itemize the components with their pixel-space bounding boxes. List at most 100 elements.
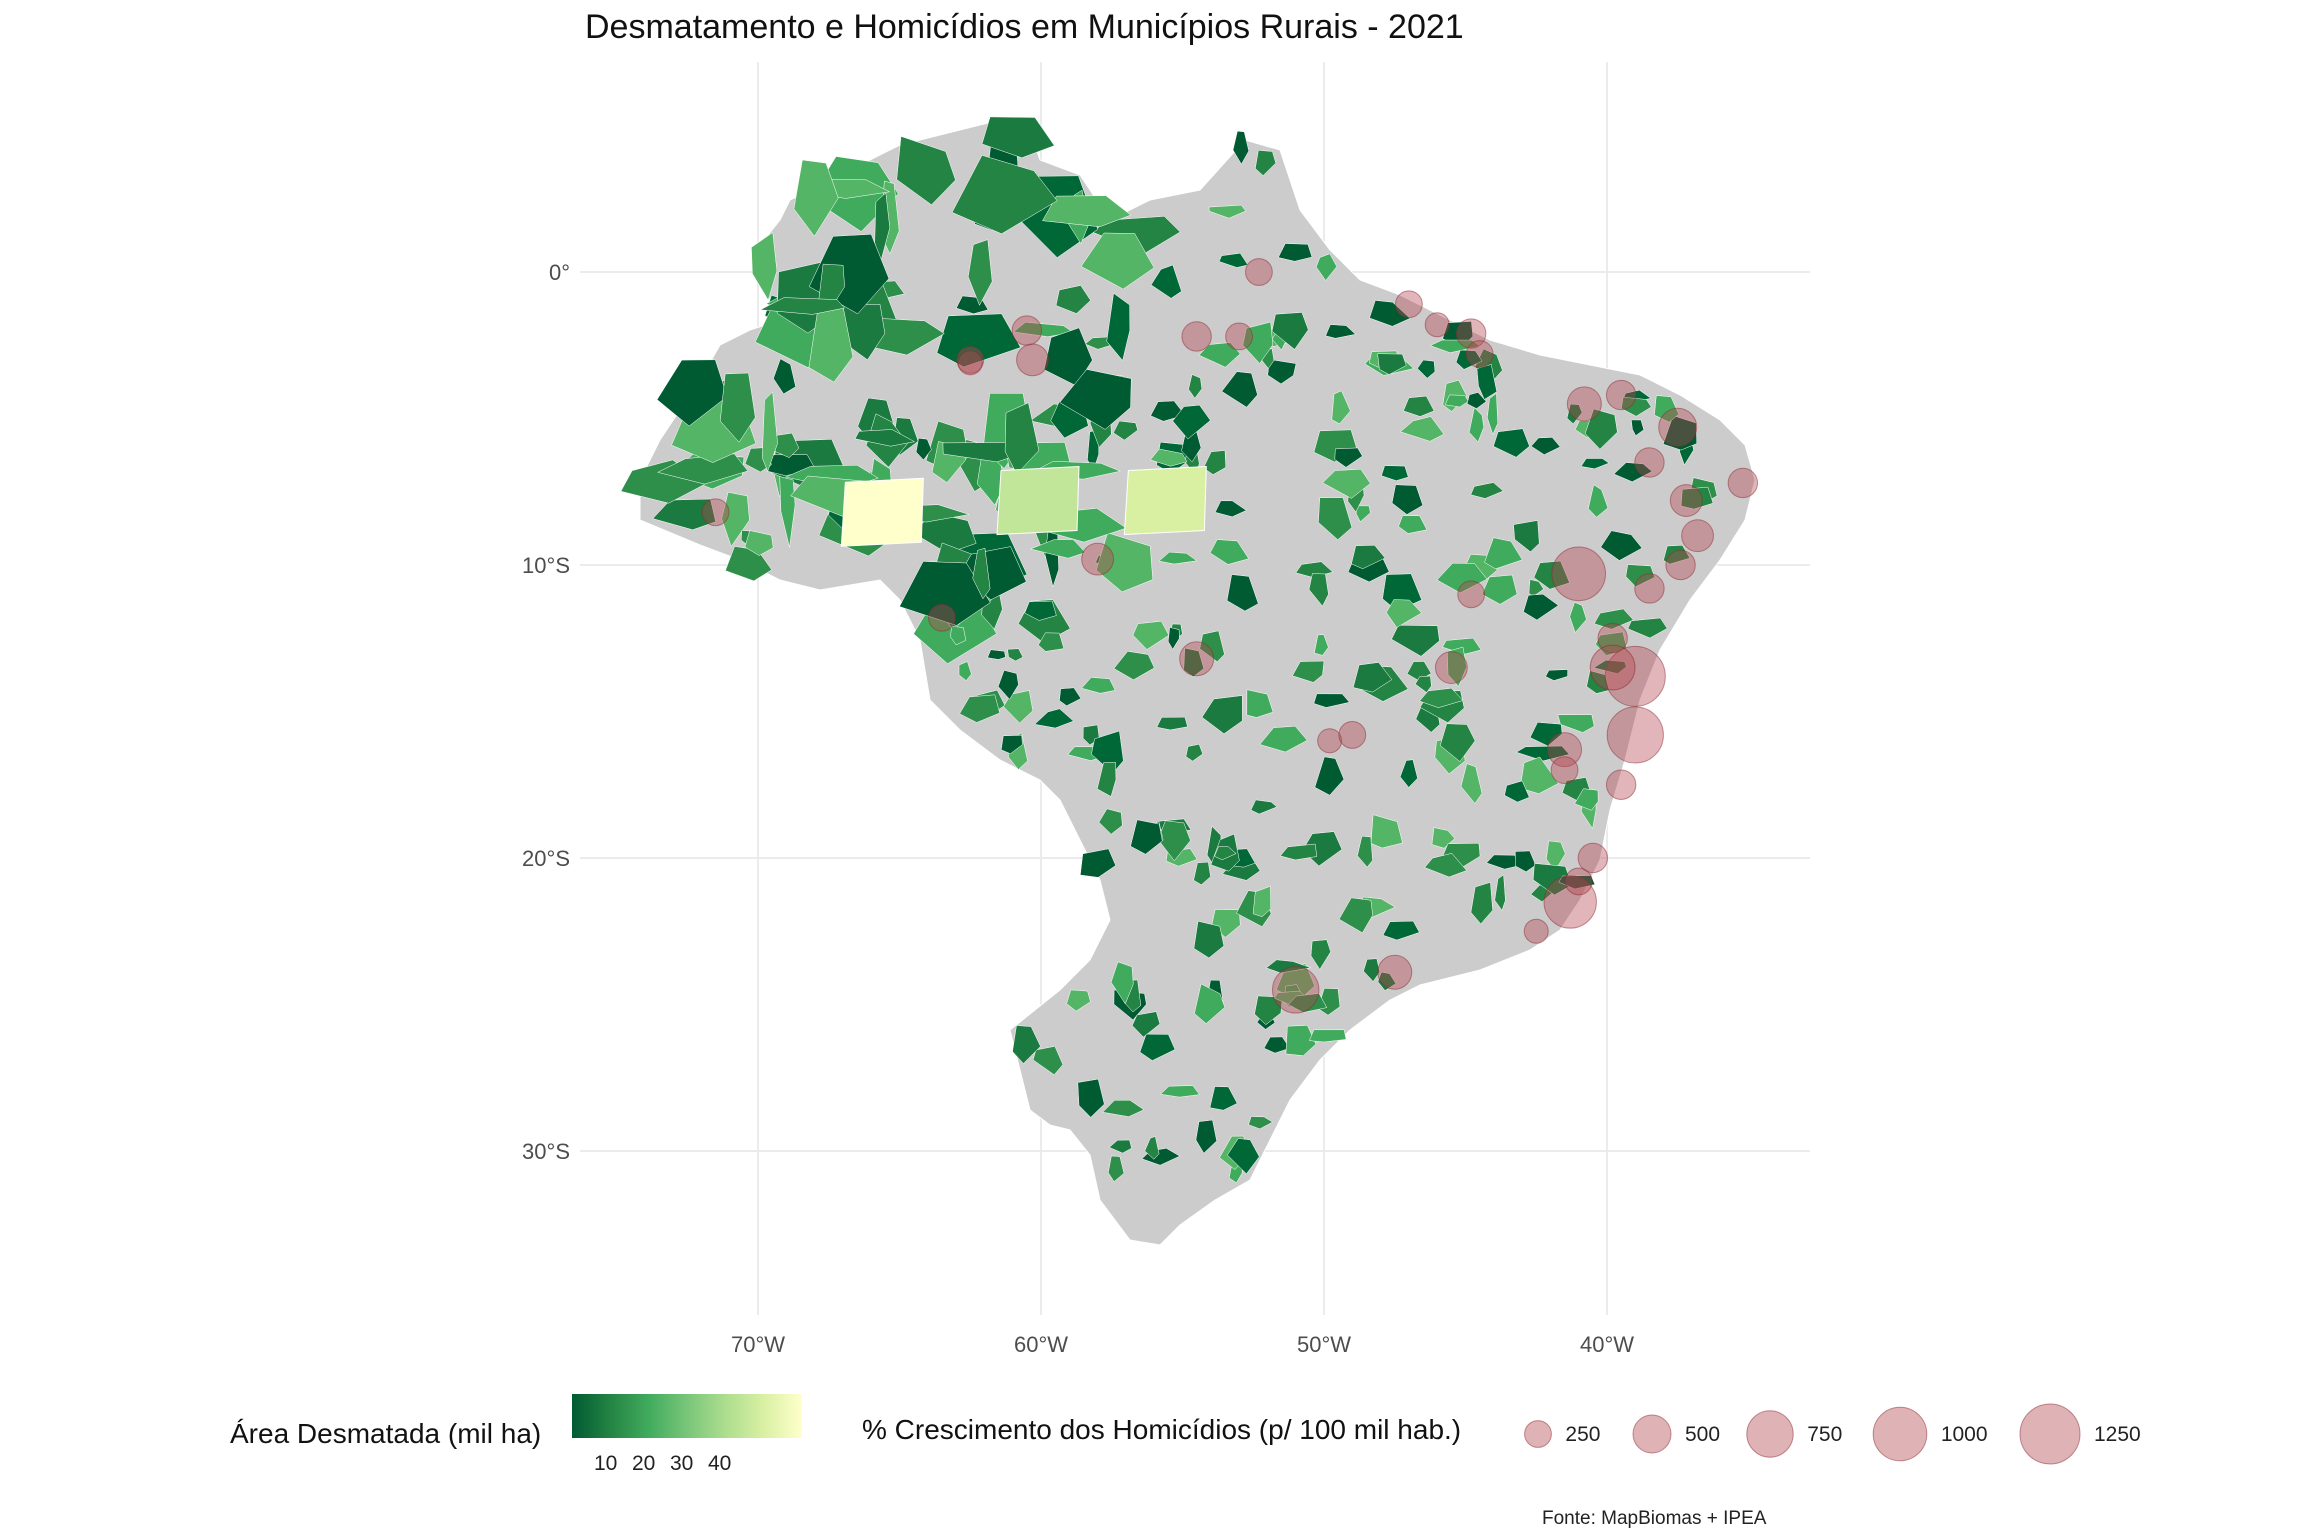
municipality-region — [1363, 958, 1381, 982]
municipality-region — [1096, 761, 1117, 797]
municipality-region — [1113, 420, 1138, 441]
municipality-region — [1108, 1155, 1125, 1182]
homicide-bubble — [1465, 340, 1494, 368]
municipality-region — [1314, 634, 1329, 656]
municipality-region — [751, 232, 778, 301]
municipality-region — [1494, 874, 1506, 911]
size-legend-title: % Crescimento dos Homicídios (p/ 100 mil… — [862, 1414, 1462, 1445]
homicide-bubble — [1605, 379, 1637, 411]
homicide-bubble — [1245, 258, 1273, 286]
homicide-bubble — [1016, 343, 1049, 377]
municipality-region — [1481, 574, 1518, 605]
municipality-region — [1167, 626, 1180, 650]
municipality-region — [1455, 349, 1483, 370]
municipality-region — [1227, 1138, 1260, 1175]
municipality-region — [1529, 722, 1563, 747]
fill-legend-colorbar — [572, 1394, 802, 1438]
municipality-region-highlight — [840, 477, 924, 547]
municipality-region — [1242, 321, 1274, 364]
municipality-region — [1593, 608, 1634, 630]
homicide-bubble — [1681, 519, 1714, 553]
municipality-region — [1631, 419, 1645, 437]
municipality-region — [1391, 624, 1440, 657]
municipality-region — [1351, 545, 1386, 570]
fill-legend-tick: 40 — [708, 1452, 732, 1475]
municipality-region — [1569, 601, 1587, 633]
municipality-region — [958, 661, 972, 681]
size-legend-key — [1632, 1414, 1672, 1454]
municipality-region — [1460, 763, 1483, 804]
municipality-region — [1007, 648, 1024, 662]
municipality-region — [1066, 989, 1091, 1012]
municipality-region — [1431, 827, 1456, 849]
municipality-region — [1515, 745, 1570, 762]
size-legend-key — [1746, 1410, 1794, 1458]
homicide-bubble — [1179, 641, 1215, 677]
homicide-bubble — [1081, 542, 1114, 576]
municipality-region — [1370, 814, 1403, 849]
municipality-region — [719, 372, 756, 443]
municipality-region — [997, 670, 1019, 700]
homicide-bubble — [1550, 756, 1579, 784]
homicide-bubble — [1523, 918, 1549, 944]
municipality-region — [1159, 1085, 1200, 1098]
municipality-region — [1095, 532, 1154, 593]
x-tick-label: 70°W — [731, 1332, 785, 1357]
municipality-region — [1188, 374, 1203, 399]
municipality-region — [1226, 574, 1259, 612]
municipality-region — [1377, 353, 1407, 375]
municipality-region — [761, 391, 778, 473]
source-caption: Fonte: MapBiomas + IPEA — [1542, 1508, 1767, 1529]
municipality-region — [1029, 539, 1086, 559]
homicide-bubble — [1606, 706, 1664, 764]
municipality-region — [967, 239, 993, 306]
homicide-bubbles — [701, 258, 1759, 1014]
homicide-bubble — [1377, 954, 1413, 990]
municipality-region — [1102, 1099, 1145, 1117]
size-legend-label: 1000 — [1941, 1423, 1988, 1446]
municipality-region — [1221, 371, 1258, 408]
municipality-region — [1593, 659, 1627, 674]
homicide-bubble — [1181, 321, 1212, 352]
size-legend-label: 750 — [1807, 1423, 1842, 1446]
homicide-bubble — [1597, 623, 1628, 654]
municipality-region — [656, 359, 728, 427]
municipality-region — [950, 626, 967, 646]
homicide-bubble — [957, 350, 983, 376]
municipality-region — [1255, 150, 1277, 176]
municipality-region — [1334, 447, 1363, 468]
municipality-region — [1654, 395, 1680, 423]
municipality-region — [1621, 396, 1652, 417]
municipality-region — [1680, 486, 1714, 510]
municipality-region — [1398, 515, 1428, 534]
municipality-region — [1263, 1036, 1291, 1054]
municipality-region — [1417, 359, 1436, 379]
municipality-region — [1318, 497, 1353, 541]
municipality-region — [779, 476, 796, 548]
municipality-region — [1013, 321, 1075, 337]
municipality-region — [1519, 756, 1559, 794]
municipality-region — [1580, 458, 1610, 470]
municipality-region — [1399, 759, 1418, 788]
municipality-region — [1476, 364, 1498, 400]
municipality-region — [1156, 716, 1188, 731]
municipality-region — [987, 649, 1006, 660]
municipality-region — [899, 561, 991, 626]
municipality-region — [951, 155, 1058, 235]
municipality-region — [1193, 920, 1225, 959]
municipality-region — [1381, 465, 1409, 481]
municipality-region — [1214, 846, 1237, 861]
y-tick-label: 0° — [549, 260, 570, 285]
municipality-region — [652, 498, 716, 531]
size-legend-label: 250 — [1565, 1423, 1600, 1446]
homicide-bubble — [1434, 651, 1468, 684]
municipality-region — [1098, 808, 1123, 835]
municipality-region — [1185, 743, 1204, 762]
municipality-region — [1436, 562, 1488, 594]
municipality-region — [1246, 689, 1274, 718]
homicide-bubble — [1011, 315, 1043, 346]
x-tick-label: 40°W — [1580, 1332, 1634, 1357]
municipality-region — [1193, 861, 1211, 886]
municipality-region — [1584, 408, 1618, 450]
municipality-region — [1487, 392, 1499, 436]
